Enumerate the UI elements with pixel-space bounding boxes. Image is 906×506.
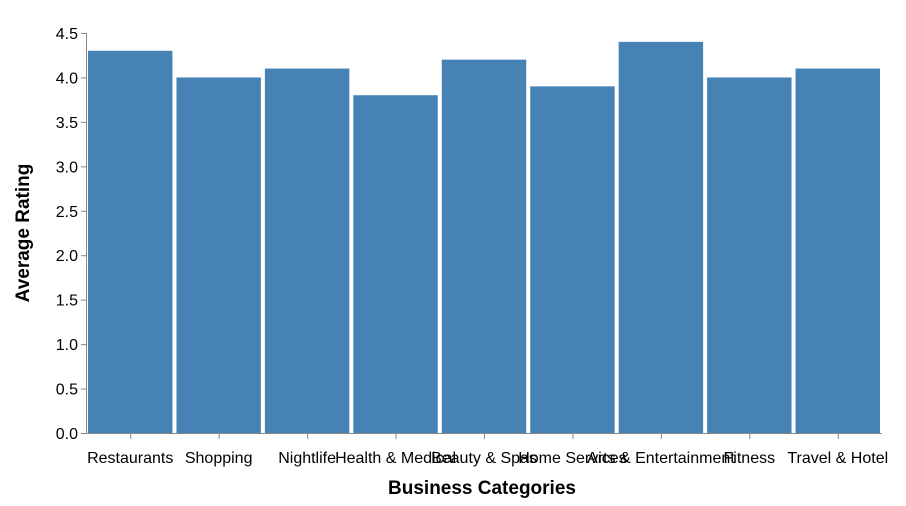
y-tick-label: 4.0 — [56, 70, 78, 87]
y-tick-label: 0.5 — [56, 382, 78, 399]
y-tick-label: 2.0 — [56, 248, 78, 265]
x-tick-label: Home Services — [518, 450, 626, 467]
y-axis-title: Average Rating — [13, 164, 34, 303]
y-tick-label: 0.0 — [56, 426, 78, 443]
y-axis: 0.0 0.5 1.0 1.5 2.0 2.5 3.0 3.5 4.0 4.5 — [56, 26, 87, 443]
x-tick-label: Beauty & Spas — [431, 450, 537, 467]
bar-fitness — [707, 77, 792, 433]
x-tick-label: Health & Medical — [335, 450, 456, 467]
y-tick-label: 2.5 — [56, 204, 78, 221]
bar-shopping — [176, 77, 261, 433]
y-tick-label: 3.5 — [56, 115, 78, 132]
bars-group — [88, 41, 880, 434]
bar-home-services — [530, 86, 615, 433]
x-tick-label: Arts & Entertainment — [587, 450, 735, 467]
y-tick-label: 3.0 — [56, 159, 78, 176]
x-tick-label: Shopping — [185, 450, 253, 467]
x-tick-label: Restaurants — [87, 450, 173, 467]
y-tick-label: 4.5 — [56, 26, 78, 43]
x-tick-label: Travel & Hotel — [787, 450, 888, 467]
bar-travel-hotel — [795, 68, 880, 434]
y-tick-label: 1.5 — [56, 293, 78, 310]
bar-nightlife — [264, 68, 350, 434]
x-axis-title: Business Categories — [388, 478, 576, 499]
x-tick-label: Fitness — [724, 450, 776, 467]
bar-arts-entertainment — [618, 41, 704, 434]
bar-health-medical — [353, 95, 438, 433]
x-axis: Restaurants Shopping Nightlife Health & Med… — [86, 433, 888, 467]
bar-beauty-spas — [441, 59, 527, 434]
bar-restaurants — [88, 50, 173, 434]
x-tick-label: Nightlife — [278, 450, 336, 467]
y-tick-label: 1.0 — [56, 337, 78, 354]
